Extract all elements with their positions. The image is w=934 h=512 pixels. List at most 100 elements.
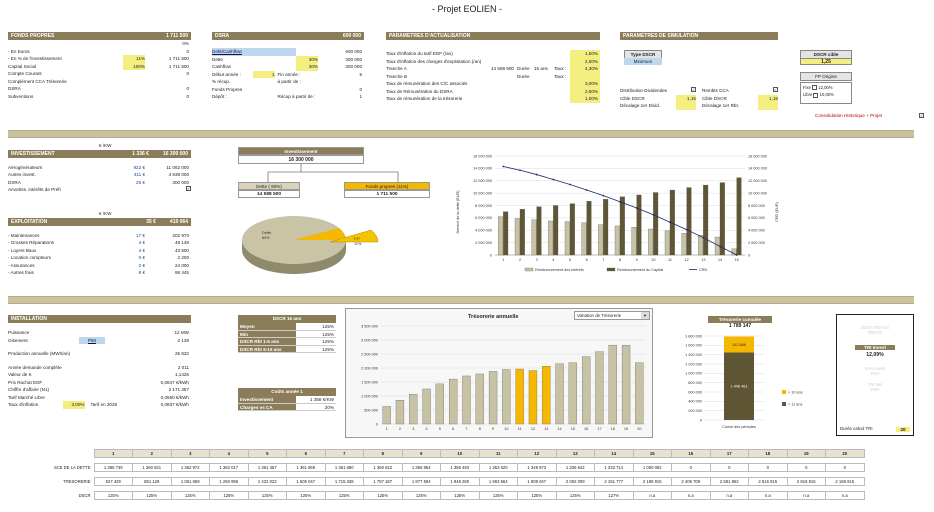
treso-bar bbox=[435, 383, 444, 425]
actual-row: Taux de rémunération de la trésorerie 1,0… bbox=[386, 95, 600, 103]
x-tick-label: 2 bbox=[399, 427, 401, 431]
invest-row-label: Amortiss. intérêts de Préfi bbox=[8, 187, 61, 192]
dsra-row-pct[interactable]: 30% bbox=[296, 63, 318, 71]
actual-row-label: Tranche B bbox=[386, 73, 408, 79]
treso-bar bbox=[382, 406, 391, 425]
fonds-row-pct[interactable]: 100% bbox=[123, 62, 145, 70]
x-tick-label: 5 bbox=[569, 258, 571, 262]
inflation-value[interactable]: 3,00% bbox=[62, 401, 85, 409]
amortiss-checkbox[interactable]: ✓ bbox=[186, 186, 191, 191]
exploit-row-label: - Autres frais bbox=[8, 270, 34, 275]
exploit-total: 419 064 bbox=[169, 218, 188, 225]
actual-row: Taux d'inflation des charges d'exploitat… bbox=[386, 57, 600, 65]
fonds-row-pct[interactable]: 11% bbox=[123, 55, 145, 63]
y-tick-label: 500 000 bbox=[364, 408, 378, 412]
year-header: 3 bbox=[170, 449, 210, 458]
table-cell: 2 188 915 bbox=[825, 477, 865, 486]
chevron-down-icon[interactable]: ▾ bbox=[641, 312, 649, 319]
y2-tick-label: 10 000 000 bbox=[748, 191, 767, 195]
y-tick-label: 10 000 000 bbox=[473, 191, 492, 195]
simulation-header: PARAMETRES DE SIMULATION bbox=[620, 32, 778, 40]
actual-row-value[interactable]: 2,50% bbox=[570, 57, 600, 65]
fonds-title: FONDS PROPRES bbox=[11, 33, 55, 39]
year-header: 15 bbox=[632, 449, 672, 458]
actual-row-value[interactable] bbox=[570, 72, 600, 80]
x-tick-label: 11 bbox=[518, 427, 522, 431]
bar-capital bbox=[519, 209, 525, 256]
table-cell: 0 bbox=[709, 463, 749, 472]
gisement-select[interactable]: P50 bbox=[79, 336, 105, 344]
invest-row-value: 4 938 000 bbox=[168, 172, 189, 177]
libre-radio[interactable] bbox=[813, 92, 819, 98]
bar-capital bbox=[553, 205, 559, 256]
dscr-cible-value[interactable]: 1,25 bbox=[800, 58, 852, 65]
consolidation-checkbox[interactable]: ✓ bbox=[919, 113, 924, 118]
crd-point bbox=[585, 189, 588, 191]
y-tick-label: 16 000 000 bbox=[473, 154, 492, 158]
year-header: 11 bbox=[478, 449, 518, 458]
y-tick-label: 3 000 000 bbox=[361, 338, 378, 342]
table-cell: n.a bbox=[825, 491, 865, 500]
legend-swatch bbox=[782, 402, 786, 406]
actual-row-value[interactable]: 2,50% bbox=[570, 87, 600, 95]
dsra-row-value: 0 bbox=[359, 86, 362, 92]
bar-interets bbox=[498, 216, 504, 256]
table-cell: 851 129 bbox=[132, 477, 172, 486]
cible-dscr-value[interactable]: 1,15 bbox=[676, 94, 696, 102]
treso-variation-select[interactable]: Variation de Trésorerie ▾ bbox=[574, 311, 650, 320]
x-tick-label: 9 bbox=[636, 258, 638, 262]
consolidation-label: Consolidation Historique + Projet bbox=[815, 113, 883, 118]
bar-interets bbox=[664, 230, 670, 256]
invest-row-perkw: 922 € bbox=[133, 164, 146, 170]
y-tick-label: 2 000 000 bbox=[361, 366, 378, 370]
treso-bar bbox=[555, 363, 564, 425]
year-header: 13 bbox=[555, 449, 595, 458]
actual-row-value[interactable]: 1,50% bbox=[570, 50, 600, 58]
actual-row-value[interactable]: 1,00% bbox=[570, 95, 600, 103]
fixe-value: 12,00% bbox=[818, 85, 833, 90]
actualisation-header: PARAMETRES D'ACTUALISATION bbox=[386, 32, 600, 40]
cible-dscr2-label: Cible DSCR bbox=[702, 95, 727, 101]
bar-interets bbox=[731, 248, 737, 256]
table-cell: 1 362 972 bbox=[170, 463, 210, 472]
exploit-unit: € /KW bbox=[99, 211, 112, 216]
dscr15-row-label: Min bbox=[238, 330, 296, 337]
fonds-propres-header: FONDS PROPRES 1 711 500 bbox=[8, 32, 191, 40]
table-cell: 2 816 915 bbox=[786, 477, 826, 486]
fp-origine-label: FP Origine bbox=[800, 72, 852, 81]
treso-bar bbox=[528, 370, 538, 425]
actual-row-value[interactable]: 4,30% bbox=[570, 65, 600, 73]
install-row-label: Tarif Marché Libre bbox=[8, 394, 45, 400]
exploit-row: - Loyers Baux 4 € 43 500 bbox=[8, 247, 191, 255]
dsra-row-pct[interactable]: 30% bbox=[296, 55, 318, 63]
cible-dscr2-value[interactable]: 1,15 bbox=[758, 94, 778, 102]
distribution-checkbox[interactable]: ✓ bbox=[691, 87, 696, 92]
x-tick-label: 10 bbox=[504, 427, 508, 431]
table-cell: 127% bbox=[594, 491, 634, 500]
year-header: 20 bbox=[825, 449, 865, 458]
year-header: 8 bbox=[363, 449, 403, 458]
table-cell: 1 349 673 bbox=[517, 463, 557, 472]
dsra-row: Dépôt : Récup à partir de : 1 bbox=[212, 93, 364, 101]
year-header: 12 bbox=[517, 449, 557, 458]
dsra-row-pct[interactable]: 1 bbox=[252, 70, 275, 78]
fonds-row-pct bbox=[123, 70, 145, 78]
legend-label: Remboursement du Capital bbox=[617, 268, 663, 272]
duree-tri-value[interactable]: 20 bbox=[896, 427, 910, 432]
pie-fp-pct: 11% bbox=[354, 242, 362, 246]
duree-tri-label: Durée calcul TRI bbox=[840, 426, 873, 431]
type-dscr-select[interactable]: Minimum bbox=[624, 58, 662, 65]
tri-dim-1: DSCR Rbt-min bbox=[861, 325, 889, 330]
fonds-row-value: 0 bbox=[186, 48, 189, 54]
install-row-value: 1,1425 bbox=[174, 372, 189, 377]
bar-interets bbox=[514, 218, 520, 256]
invest-row-label: Aérogénérateurs bbox=[8, 164, 43, 170]
fonds-row-value: 1 711 500 bbox=[168, 63, 189, 69]
dsra-row-value: 600 000 bbox=[345, 49, 362, 54]
dsra-row-pct bbox=[296, 48, 318, 56]
actual-row-value[interactable]: 3,00% bbox=[570, 80, 600, 88]
fixe-radio[interactable] bbox=[812, 85, 818, 91]
x-tick-label: 15 bbox=[735, 258, 739, 262]
remb-cca-checkbox[interactable]: ✓ bbox=[773, 87, 778, 92]
exploit-row-value: 43 500 bbox=[174, 247, 189, 253]
